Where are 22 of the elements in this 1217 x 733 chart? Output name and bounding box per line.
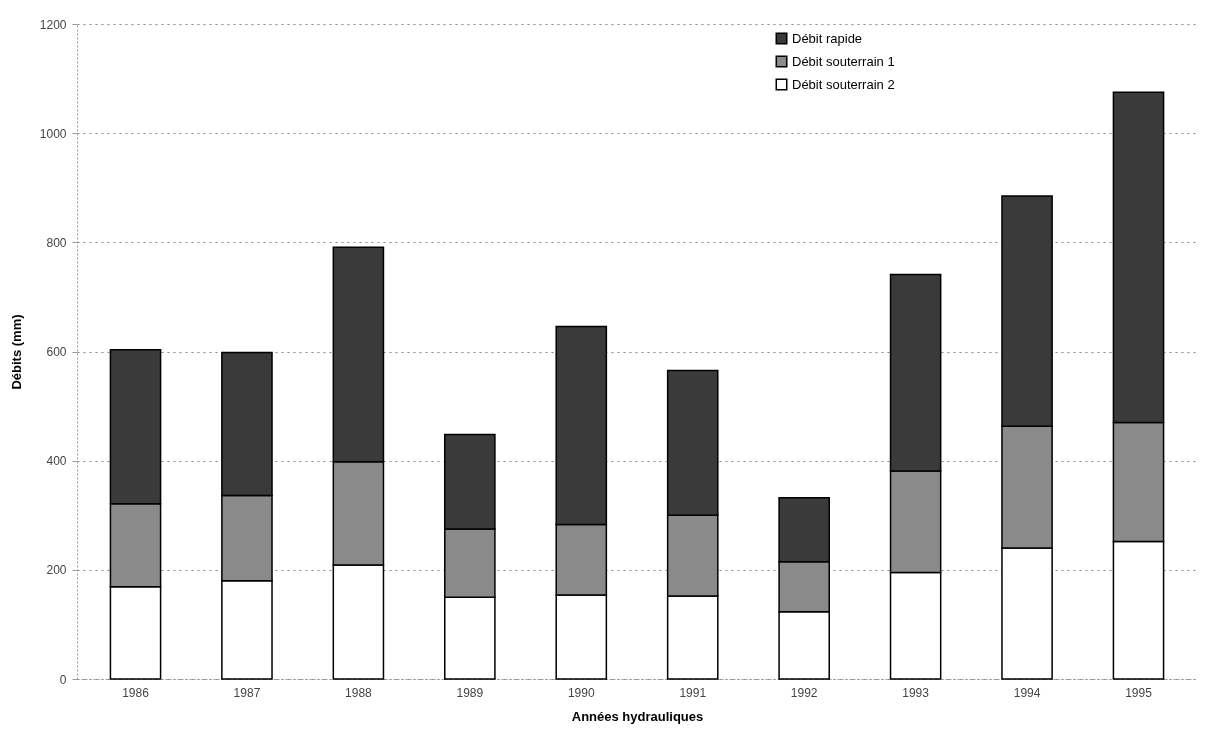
y-tick-label: 0 bbox=[59, 672, 67, 687]
y-tick-label: 1000 bbox=[39, 126, 67, 141]
y-tick-label: 800 bbox=[46, 235, 67, 250]
x-tick-label: 1988 bbox=[345, 685, 373, 700]
x-tick-label: 1989 bbox=[456, 685, 484, 700]
x-tick-label: 1995 bbox=[1125, 685, 1153, 700]
y-tick-label: 1200 bbox=[39, 17, 67, 32]
x-tick-label: 1993 bbox=[902, 685, 930, 700]
y-tick-label: 400 bbox=[46, 454, 67, 469]
x-tick-label: 1992 bbox=[790, 685, 818, 700]
legend-label: Débit rapide bbox=[792, 30, 863, 46]
x-tick-label: 1991 bbox=[679, 685, 707, 700]
x-axis-title: Années hydrauliques bbox=[571, 708, 704, 724]
y-tick-label: 600 bbox=[46, 345, 67, 359]
x-tick-label: 1990 bbox=[567, 685, 595, 700]
x-tick-label: 1987 bbox=[233, 685, 261, 700]
y-tick-label: 200 bbox=[46, 563, 67, 578]
y-axis-title: Débits (mm) bbox=[8, 314, 24, 390]
legend-label: Débit souterrain 1 bbox=[792, 53, 895, 69]
legend-label: Débit souterrain 2 bbox=[792, 76, 895, 92]
x-tick-label: 1994 bbox=[1013, 685, 1041, 700]
x-tick-label: 1986 bbox=[122, 685, 150, 700]
